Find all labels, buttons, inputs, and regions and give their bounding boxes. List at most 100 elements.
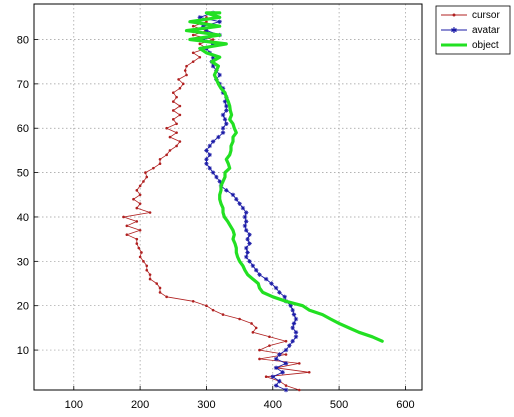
cursor-point bbox=[171, 118, 175, 121]
avatar-point bbox=[277, 290, 282, 295]
cursor-point bbox=[175, 131, 178, 134]
avatar-point bbox=[237, 201, 242, 206]
avatar-point bbox=[204, 161, 209, 166]
cursor-point bbox=[125, 233, 129, 237]
avatar-point bbox=[207, 152, 212, 158]
cursor-point bbox=[125, 224, 129, 228]
avatar-point bbox=[216, 134, 221, 140]
x-tick-label: 100 bbox=[65, 399, 83, 411]
legend-label-object: object bbox=[472, 40, 499, 51]
avatar-point bbox=[290, 325, 295, 331]
cursor-point bbox=[284, 384, 288, 387]
cursor-point bbox=[238, 317, 241, 321]
avatar-point bbox=[224, 103, 229, 109]
avatar-point bbox=[244, 210, 249, 215]
avatar-point bbox=[204, 148, 209, 153]
avatar-point bbox=[210, 41, 216, 47]
cursor-point bbox=[148, 273, 152, 276]
avatar-point bbox=[247, 241, 252, 246]
avatar-point bbox=[204, 157, 209, 162]
avatar-point bbox=[207, 143, 212, 149]
cursor-point bbox=[191, 60, 195, 63]
avatar-point bbox=[210, 55, 216, 60]
avatar-point bbox=[250, 263, 256, 268]
cursor-point bbox=[145, 264, 149, 268]
cursor-point bbox=[168, 149, 172, 152]
y-axis-ticks: 10 20 30 40 50 60 70 80 bbox=[17, 34, 38, 357]
cursor-point bbox=[175, 95, 178, 99]
avatar-point bbox=[270, 374, 275, 379]
cursor-point bbox=[254, 326, 258, 330]
x-axis-ticks: 100 200 300 400 500 600 bbox=[65, 386, 415, 411]
avatar-point bbox=[244, 254, 249, 260]
avatar-point bbox=[222, 117, 228, 122]
avatar-point bbox=[257, 272, 262, 277]
legend: cursor ✱ avatar object bbox=[435, 5, 511, 55]
avatar-point bbox=[283, 361, 289, 366]
cursor-point bbox=[135, 237, 139, 241]
series-cursor bbox=[122, 16, 311, 392]
cursor-point bbox=[205, 20, 208, 24]
cursor-point bbox=[165, 153, 168, 157]
cursor-point bbox=[211, 308, 215, 312]
avatar-point bbox=[220, 112, 226, 118]
cursor-point bbox=[138, 193, 142, 197]
cursor-point bbox=[148, 277, 152, 281]
cursor-point bbox=[181, 82, 185, 86]
avatar-point bbox=[291, 312, 297, 317]
cursor-point bbox=[178, 140, 182, 143]
avatar-point bbox=[210, 139, 216, 144]
cursor-point bbox=[250, 322, 253, 325]
avatar-point bbox=[288, 303, 293, 308]
cursor-point bbox=[251, 331, 255, 334]
cursor-point bbox=[171, 100, 175, 103]
avatar-point bbox=[224, 121, 229, 126]
avatar-point bbox=[282, 294, 287, 300]
grid-lines bbox=[34, 4, 422, 390]
cursor-point bbox=[165, 126, 168, 130]
x-tick-label: 300 bbox=[197, 399, 215, 411]
avatar-point bbox=[197, 15, 203, 20]
cursor-point bbox=[297, 388, 301, 392]
cursor-point bbox=[258, 348, 261, 352]
cursor-point bbox=[122, 215, 125, 219]
avatar-point bbox=[214, 174, 219, 180]
cursor-point bbox=[135, 242, 139, 245]
cursor-point bbox=[198, 42, 202, 46]
cursor-point bbox=[152, 166, 155, 170]
cursor-point bbox=[171, 109, 175, 112]
cursor-point bbox=[168, 135, 172, 139]
cursor-point bbox=[175, 144, 178, 148]
cursor-point bbox=[138, 184, 142, 188]
avatar-point bbox=[283, 347, 289, 353]
avatar-point bbox=[242, 223, 248, 229]
avatar-point bbox=[273, 365, 279, 371]
cursor-point bbox=[145, 175, 149, 179]
cursor-point bbox=[158, 162, 162, 166]
avatar-point bbox=[244, 228, 249, 233]
cursor-point bbox=[135, 220, 139, 223]
avatar-point bbox=[290, 338, 295, 344]
cursor-point bbox=[221, 313, 225, 316]
avatar-point bbox=[277, 378, 282, 384]
cursor-point bbox=[268, 344, 271, 347]
avatar-point bbox=[247, 259, 252, 264]
avatar-point bbox=[220, 126, 226, 131]
x-tick-label: 200 bbox=[131, 399, 149, 411]
avatar-point bbox=[253, 268, 259, 273]
cursor-point bbox=[135, 189, 139, 192]
cursor-point bbox=[171, 91, 175, 95]
avatar-point bbox=[224, 188, 229, 193]
avatar-point bbox=[273, 285, 279, 291]
cursor-point bbox=[178, 113, 182, 117]
avatar-point bbox=[280, 370, 285, 375]
cursor-point bbox=[138, 255, 142, 259]
avatar-point bbox=[277, 352, 282, 357]
cursor-point bbox=[185, 73, 188, 77]
avatar-point bbox=[210, 170, 216, 175]
x-tick-label: 600 bbox=[396, 399, 414, 411]
avatar-point bbox=[200, 23, 206, 29]
y-tick-label: 50 bbox=[17, 168, 29, 180]
series-group bbox=[122, 10, 384, 393]
